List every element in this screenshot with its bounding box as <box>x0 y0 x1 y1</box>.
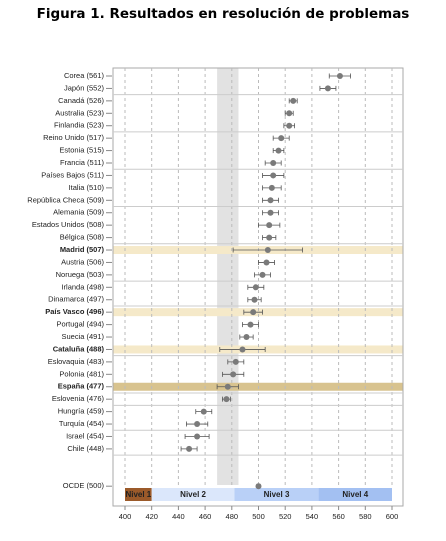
row-label: Australia (523) <box>55 108 104 117</box>
row-label: Estados Unidos (508) <box>32 220 105 229</box>
point <box>259 271 266 278</box>
x-tick-label: 540 <box>306 512 319 521</box>
point <box>275 147 282 154</box>
row-label: Austria (506) <box>61 257 104 266</box>
row-label: Turquía (454) <box>59 419 105 428</box>
row-label: Francia (511) <box>60 158 105 167</box>
row-label: País Vasco (496) <box>45 307 104 316</box>
point <box>224 383 231 390</box>
x-tick-label: 400 <box>119 512 132 521</box>
point <box>232 358 239 365</box>
point <box>194 433 201 440</box>
row-label: Israel (454) <box>66 431 104 440</box>
point <box>200 408 207 415</box>
point <box>286 110 293 117</box>
point <box>286 122 293 129</box>
point <box>251 296 258 303</box>
point <box>268 184 275 191</box>
row-label: Canadá (526) <box>58 96 104 105</box>
x-tick-label: 500 <box>252 512 265 521</box>
level-label: Nivel 4 <box>342 490 368 499</box>
row-label: OCDE (500) <box>63 481 105 490</box>
x-tick-label: 460 <box>199 512 212 521</box>
row-label: Irlanda (498) <box>61 282 104 291</box>
point <box>230 371 237 378</box>
row-label: Chile (448) <box>67 444 104 453</box>
point <box>255 483 262 490</box>
point <box>290 97 297 104</box>
row-label: Corea (561) <box>64 71 105 80</box>
x-tick-label: 580 <box>359 512 372 521</box>
x-tick-label: 600 <box>386 512 399 521</box>
x-tick-label: 520 <box>279 512 292 521</box>
shaded-band <box>217 68 239 485</box>
row-label: Finlandia (523) <box>54 121 105 130</box>
point <box>267 209 274 216</box>
row-label: Bélgica (508) <box>60 233 105 242</box>
point <box>250 309 257 316</box>
level-bar <box>234 488 319 501</box>
point <box>247 321 254 328</box>
x-tick-label: 480 <box>226 512 239 521</box>
row-label: Eslovaquia (483) <box>48 357 105 366</box>
point <box>324 85 331 92</box>
point <box>186 445 193 452</box>
row-label: Dinamarca (497) <box>48 295 104 304</box>
level-bar <box>318 488 392 501</box>
row-label: Hungría (459) <box>58 407 105 416</box>
row-label: Portugal (494) <box>56 320 104 329</box>
row-label: Alemania (509) <box>53 208 104 217</box>
x-tick-label: 420 <box>145 512 158 521</box>
row-label: España (477) <box>58 382 105 391</box>
row-label: Países Bajos (511) <box>41 170 104 179</box>
level-bar <box>125 488 152 501</box>
row-label: Estonia (515) <box>59 146 104 155</box>
point <box>264 247 271 254</box>
point <box>223 396 230 403</box>
level-label: Nivel 1 <box>125 490 151 499</box>
point <box>278 135 285 142</box>
level-label: Nivel 3 <box>264 490 290 499</box>
row-label: Reino Unido (517) <box>43 133 104 142</box>
point <box>336 73 343 79</box>
point <box>239 346 246 353</box>
level-label: Nivel 2 <box>180 490 206 499</box>
point <box>266 222 273 229</box>
point <box>266 234 273 241</box>
point <box>263 259 270 266</box>
point <box>194 421 201 428</box>
row-label: Polonia (481) <box>59 369 104 378</box>
row-label: Madrid (507) <box>60 245 105 254</box>
point <box>267 197 274 204</box>
row-label: Suecia (491) <box>61 332 104 341</box>
point <box>243 334 250 341</box>
row-label: Cataluña (488) <box>53 344 105 353</box>
row-label: Noruega (503) <box>56 270 105 279</box>
row-label: Japón (552) <box>64 83 105 92</box>
point <box>252 284 259 291</box>
row-label: República Checa (509) <box>27 195 104 204</box>
row-label: Eslovenia (476) <box>52 394 105 403</box>
row-label: Italia (510) <box>69 183 105 192</box>
x-tick-label: 560 <box>332 512 345 521</box>
level-bar <box>151 488 235 501</box>
chart-title: Figura 1. Resultados en resolución de pr… <box>37 6 410 22</box>
point <box>270 160 277 167</box>
x-tick-label: 440 <box>172 512 185 521</box>
point <box>270 172 277 179</box>
